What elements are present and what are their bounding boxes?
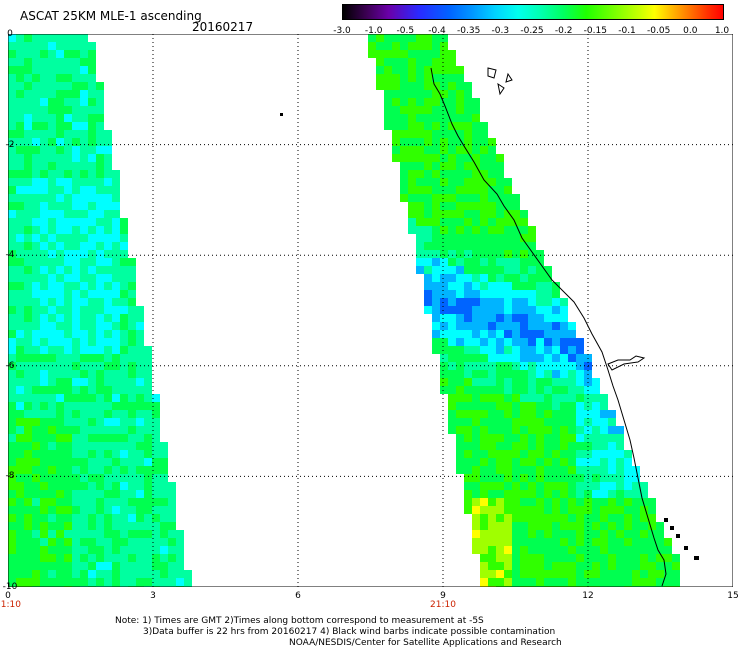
island-outline [487,67,646,371]
note-line-3: NOAA/NESDIS/Center for Satellite Applica… [289,638,562,648]
y-tick-label: -4 [5,250,15,261]
y-tick-label: -6 [5,360,15,371]
x-tick-label: 9 [440,591,446,601]
color-scale-tick: -0.25 [520,26,544,36]
color-scale-tick: -0.35 [457,26,481,36]
color-scale-tick: -0.2 [554,26,573,36]
color-scale-tick: -0.4 [428,26,446,36]
color-scale-tick: 1.0 [714,26,730,36]
color-scale-tick: -0.5 [396,26,415,36]
swath-west [8,34,192,587]
x-tick-label: 15 [727,591,739,601]
x-tick-label: 0 [5,591,11,601]
x-tick-label: 12 [582,591,594,601]
color-scale-ticks: -3.0 -1.0 -0.5 -0.4 -0.35 -0.3 -0.25 -0.2 -0.15 -… [320,26,740,38]
swath-east [368,34,680,587]
time-label: 21:10 [430,600,456,610]
y-tick-label: 0 [7,29,13,39]
note-line-2: 3)Data buffer is 22 hrs from 20160217 4)… [143,627,556,637]
map-title: ASCAT 25KM MLE-1 ascending [20,9,202,23]
note-line-1: Note: 1) Times are GMT 2)Times along bot… [115,616,484,626]
time-label: 21:10 [0,600,21,610]
color-scale-tick: -0.3 [491,26,510,36]
x-tick-label: 3 [150,591,156,601]
color-scale-tick: -0.15 [583,26,607,36]
color-scale-tick: -3.0 [333,26,351,36]
color-scale-tick: -0.1 [618,26,636,36]
color-scale-tick: -0.05 [647,26,671,36]
notes-block: Note: 1) Times are GMT 2)Times along bot… [115,616,562,649]
y-tick-label: -10 [2,582,18,592]
color-scale-bar [342,4,724,20]
color-scale-tick: 0.0 [683,26,698,36]
coastline [430,67,667,587]
y-tick-label: -8 [5,471,15,482]
y-tick-label: -2 [5,139,15,150]
color-scale-tick: -1.0 [364,26,383,36]
x-tick-label: 6 [295,591,301,601]
map-date: 20160217 [192,20,254,34]
grid-lines [8,34,733,587]
swath-map [8,34,733,587]
